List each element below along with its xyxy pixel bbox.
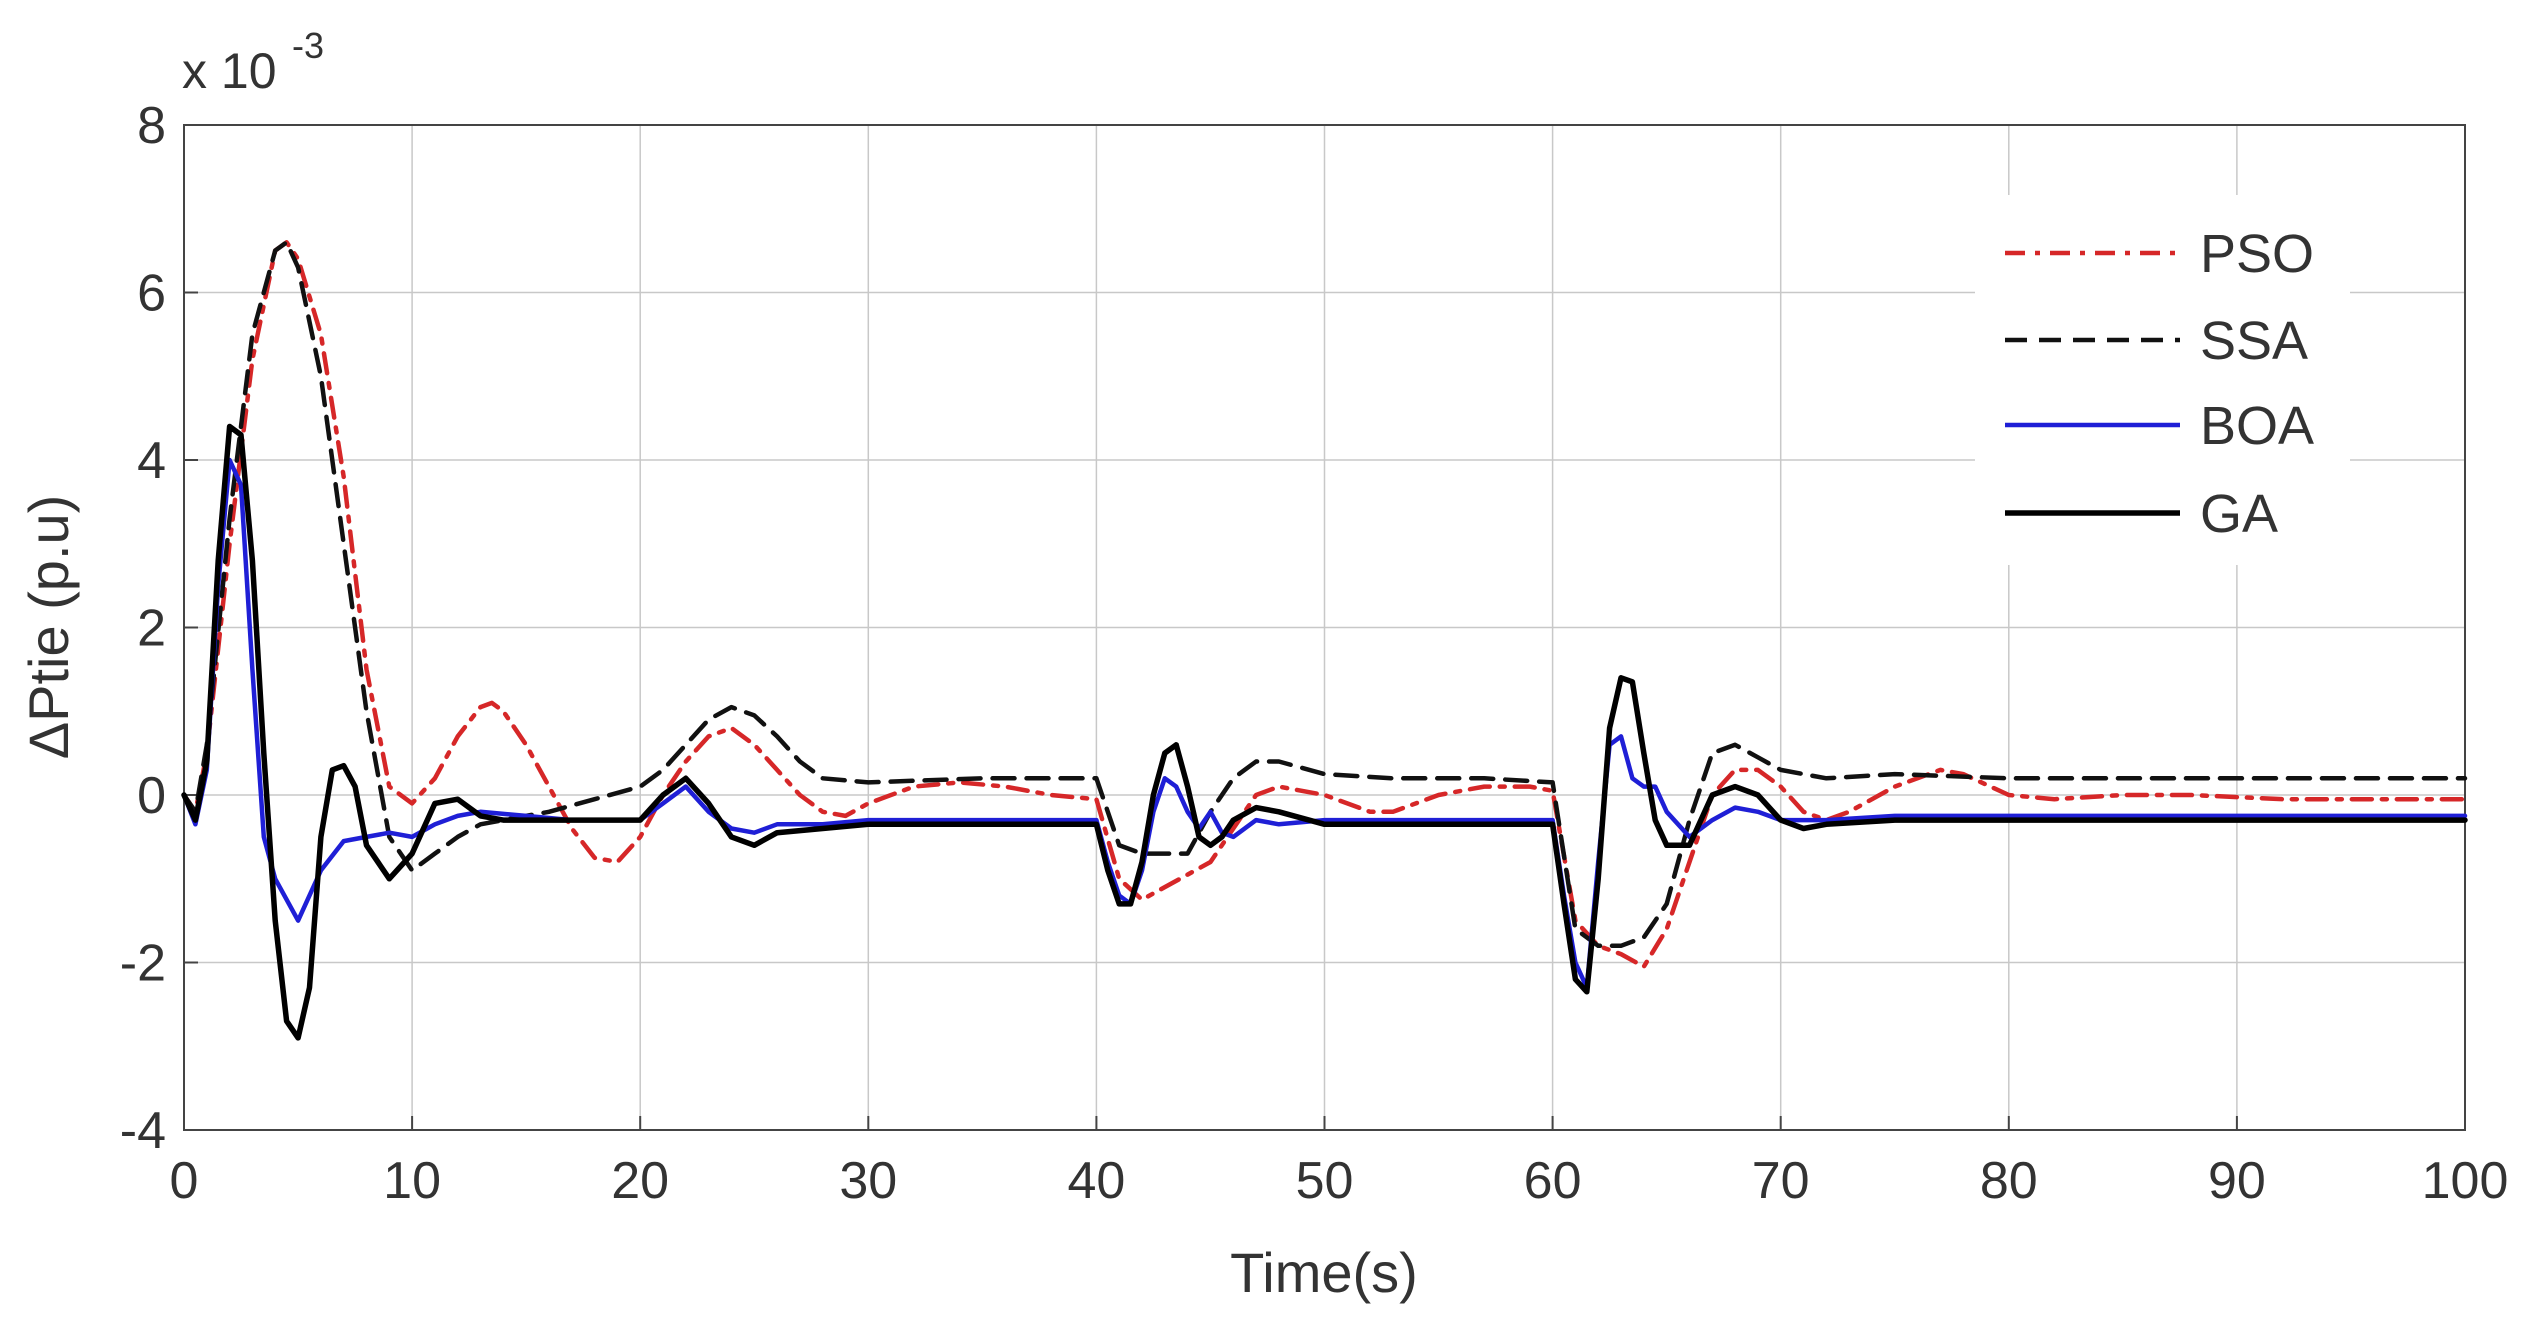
x-tick-label: 20 xyxy=(611,1152,669,1210)
legend-entries: PSO SSA BOA GA xyxy=(2005,224,2314,544)
y-tick-label: 4 xyxy=(137,432,166,490)
series-lines xyxy=(181,240,2468,1041)
legend-box xyxy=(1975,195,2350,565)
legend-label-pso: PSO xyxy=(2200,224,2314,284)
y-multiplier-base: x 10 xyxy=(182,43,277,99)
y-axis-label: ΔPtie (p.u) xyxy=(17,495,80,760)
series-line-pso xyxy=(181,240,2468,969)
axis-ticks: 0 10 20 30 40 50 60 70 80 90 100 -4 -2 0 2 4 6 8 xyxy=(120,97,2509,1210)
y-multiplier-exponent: -3 xyxy=(292,25,324,66)
x-tick-label: 70 xyxy=(1752,1152,1810,1210)
y-tick-label: 6 xyxy=(137,265,166,323)
x-tick-label: 50 xyxy=(1296,1152,1354,1210)
y-tick-label: 2 xyxy=(137,600,166,658)
x-axis-label: Time(s) xyxy=(1230,1241,1418,1304)
x-tick-label: 30 xyxy=(839,1152,897,1210)
legend: PSO SSA BOA GA xyxy=(1975,195,2350,565)
x-tick-label: 10 xyxy=(383,1152,441,1210)
x-tick-label: 60 xyxy=(1524,1152,1582,1210)
y-tick-label: -4 xyxy=(120,1102,166,1160)
series-line-ssa xyxy=(181,240,2468,949)
y-tick-label: 8 xyxy=(137,97,166,155)
y-tick-label: 0 xyxy=(137,767,166,825)
x-tick-label: 90 xyxy=(2208,1152,2266,1210)
legend-label-ssa: SSA xyxy=(2200,311,2308,371)
x-tick-label: 100 xyxy=(2422,1152,2509,1210)
y-tick-label: -2 xyxy=(120,935,166,993)
legend-label-boa: BOA xyxy=(2200,396,2314,456)
legend-label-ga: GA xyxy=(2200,484,2278,544)
series-line-ga xyxy=(181,423,2468,1041)
x-tick-label: 0 xyxy=(170,1152,199,1210)
x-tick-label: 40 xyxy=(1067,1152,1125,1210)
x-tick-label: 80 xyxy=(1980,1152,2038,1210)
